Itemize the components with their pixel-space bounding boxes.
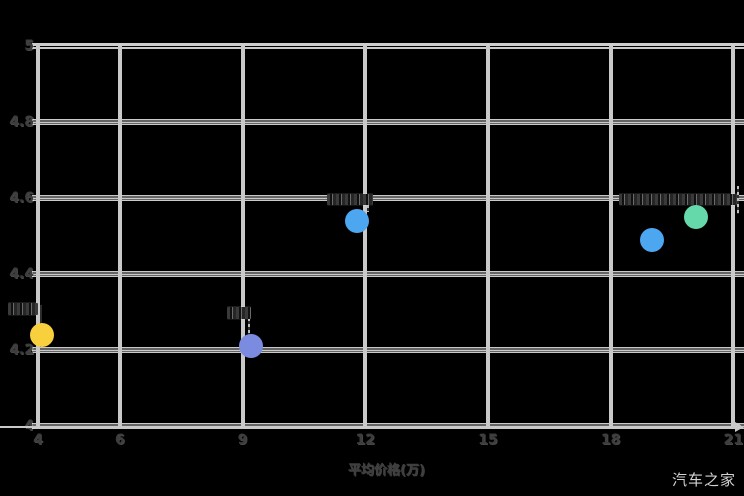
y-tick-label: 5 [24,38,34,54]
y-tick-label: 4.4 [9,266,34,282]
scatter-point-2[interactable] [238,334,263,359]
x-tick-label: 9 [237,432,248,448]
x-axis-line [0,426,737,428]
grid-hline [32,271,744,277]
grid-vline [731,46,736,427]
scatter-point-4[interactable] [639,227,664,252]
scatter-point-1[interactable] [30,322,55,347]
y-tick-label: 4.8 [9,114,34,130]
data-label-smudge [8,303,38,315]
scatter-point-5[interactable] [684,205,709,229]
y-axis-line [36,44,40,428]
grid-vline [240,46,245,427]
label-leader-line [737,186,739,214]
grid-vline [608,46,613,427]
grid-hline [32,347,744,353]
data-label-smudge [619,194,737,205]
x-tick-label: 4 [33,432,43,448]
y-tick-label: 4.6 [9,190,34,206]
label-leader-line [40,305,42,323]
x-tick-label: 21 [723,432,744,448]
x-axis-arrow-icon [735,422,744,432]
x-tick-label: 6 [114,432,125,448]
label-leader-line [248,312,250,337]
grid-hline [32,195,744,201]
x-axis-title: 平均价格(万) [348,463,425,478]
grid-vline [485,46,490,427]
x-tick-label: 15 [478,432,498,448]
grid-vline [363,46,368,427]
y-tick-label: 4.2 [9,342,34,358]
data-label-smudge [327,194,373,205]
grid-hline [32,119,744,125]
x-tick-label: 18 [600,432,621,448]
scatter-point-3[interactable] [345,208,370,233]
watermark-text: 汽车之家 [671,471,736,489]
data-label-smudge [227,307,251,319]
x-tick-label: 12 [355,432,375,448]
grid-hline [32,43,744,49]
grid-vline [117,46,122,427]
label-leader-line [367,205,369,212]
